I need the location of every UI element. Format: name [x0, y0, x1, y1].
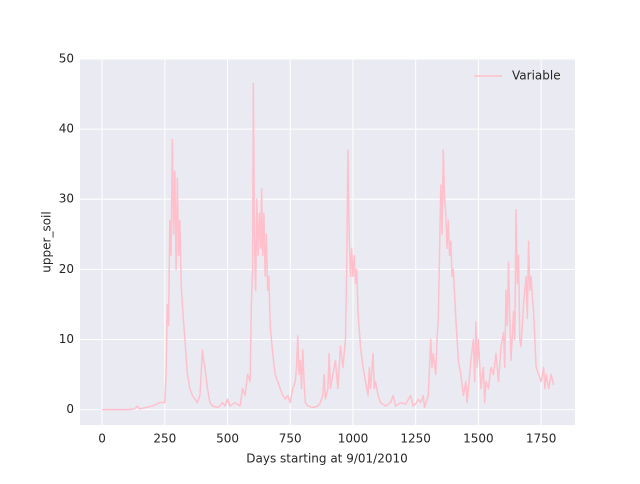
y-tick-label: 0 [66, 402, 74, 416]
legend-label: Variable [512, 69, 561, 83]
x-tick-label: 1750 [526, 432, 557, 446]
plot-area [80, 59, 575, 425]
x-tick-label: 1000 [338, 432, 369, 446]
y-axis-label: upper_soil [40, 211, 54, 272]
x-tick-label: 0 [98, 432, 106, 446]
y-tick-label: 20 [59, 262, 74, 276]
y-tick-label: 10 [59, 332, 74, 346]
y-tick-label: 50 [59, 52, 74, 66]
data-line [102, 82, 555, 411]
y-tick-label: 40 [59, 122, 74, 136]
y-tick-label: 30 [59, 192, 74, 206]
x-tick-label: 750 [279, 432, 302, 446]
x-axis-label: Days starting at 9/01/2010 [246, 452, 407, 466]
x-tick-label: 250 [153, 432, 176, 446]
x-tick-label: 500 [216, 432, 239, 446]
x-tick-label: 1500 [463, 432, 494, 446]
x-tick-label: 1250 [400, 432, 431, 446]
